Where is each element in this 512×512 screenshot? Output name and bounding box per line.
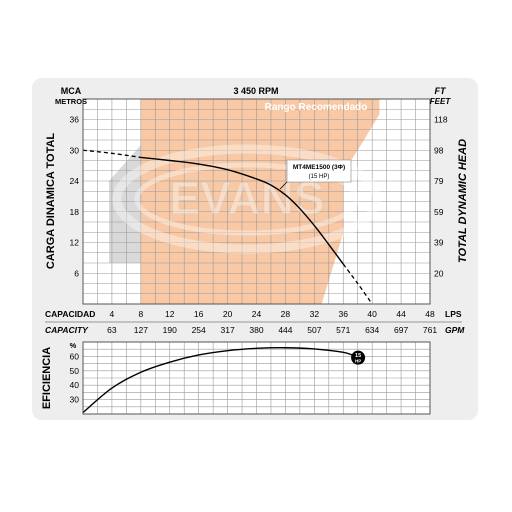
y-right-axis-title: TOTAL DYNAMIC HEAD [457,139,469,263]
x-tick-label-secondary: 697 [394,325,408,335]
y-right-tick-label: 98 [434,145,444,155]
x-axis-unit-primary: LPS [445,309,462,319]
head-curve-dashed-end [342,263,373,305]
x-tick-label-secondary: 317 [220,325,234,335]
band-extension [256,99,380,304]
x-tick-label: 20 [223,309,233,319]
efficiency-tick-label: 30 [70,395,80,405]
y-right-tick-labels: 20 39 59 79 98 118 [434,115,448,279]
y-left-unit-sub: METROS [55,97,87,106]
efficiency-tick-label: 50 [70,366,80,376]
watermark-inner-ring [134,162,360,236]
efficiency-grid [83,342,430,414]
x-tick-label-secondary: 380 [249,325,263,335]
x-tick-label: 4 [110,309,115,319]
y-right-tick-label: 118 [434,115,448,125]
x-tick-labels-secondary: 63 127 190 254 317 380 444 507 571 634 697 761 [107,325,437,335]
hp-marker-unit: HP [355,359,361,364]
model-label-box [286,159,352,183]
efficiency-curve [83,347,355,414]
x-axis-title-primary: CAPACIDAD [45,309,95,319]
x-tick-label-secondary: 507 [307,325,321,335]
watermark-outer-ring [112,144,382,254]
y-right-tick-label: 20 [434,268,444,278]
y-right-unit-sub: FEET [430,97,452,106]
x-tick-label: 44 [396,309,406,319]
y-right-tick-label: 39 [434,238,444,248]
x-tick-label-secondary: 571 [336,325,350,335]
band-shadow [109,145,141,263]
y-left-axis-title: CARGA DINAMICA TOTAL [45,133,57,270]
head-curve-dashed-start [82,149,141,159]
y-left-unit: MCA [61,86,82,96]
x-tick-label-secondary: 444 [278,325,292,335]
y-left-tick-label: 6 [74,268,79,278]
y-left-tick-label: 18 [70,207,80,217]
efficiency-unit: % [70,341,77,350]
x-tick-label: 36 [339,309,349,319]
y-left-tick-label: 24 [70,176,80,186]
main-plot-border [82,98,431,305]
y-right-tick-label: 79 [434,176,444,186]
x-axis-title-secondary: CAPACITY [45,325,89,335]
x-tick-label-secondary: 127 [134,325,148,335]
y-left-tick-label: 12 [70,238,80,248]
x-tick-label: 8 [138,309,143,319]
x-tick-label: 40 [367,309,377,319]
main-grid [83,99,430,304]
band-cut [321,114,380,304]
x-tick-label: 16 [194,309,204,319]
chart-title: 3 450 RPM [233,86,278,96]
x-tick-label: 32 [310,309,320,319]
x-axis-unit-secondary: GPM [445,325,465,335]
y-right-unit: FT [435,86,447,96]
hp-marker-value: 15 [355,353,361,359]
x-tick-label-secondary: 761 [423,325,437,335]
x-tick-label: 48 [425,309,435,319]
efficiency-plot-border [82,341,431,415]
x-tick-label-secondary: 190 [163,325,177,335]
efficiency-axis-title: EFICIENCIA [41,347,53,409]
efficiency-tick-label: 60 [70,351,80,361]
x-tick-label-secondary: 63 [107,325,117,335]
x-tick-label: 28 [281,309,291,319]
y-right-tick-label: 59 [434,207,444,217]
x-tick-labels: 4 8 12 16 20 24 28 32 36 40 44 48 [110,309,435,319]
x-tick-label: 12 [165,309,175,319]
head-curve [82,149,373,305]
efficiency-tick-label: 40 [70,380,80,390]
model-label: MT4ME1500 (3Φ) [293,164,345,171]
model-label-hp: (15 HP) [309,174,330,180]
efficiency-curve-line [83,347,355,414]
band-label: Rango Recomendado [265,102,368,113]
x-tick-label-secondary: 634 [365,325,379,335]
x-tick-label-secondary: 254 [192,325,206,335]
y-left-tick-labels: 6 12 18 24 30 36 [70,115,80,279]
efficiency-tick-labels: 30 40 50 60 [70,351,80,404]
head-curve-solid [140,156,344,265]
hp-marker-dot [351,350,366,365]
y-left-tick-label: 36 [70,115,80,125]
y-left-tick-label: 30 [70,145,80,155]
x-tick-label: 24 [252,309,262,319]
